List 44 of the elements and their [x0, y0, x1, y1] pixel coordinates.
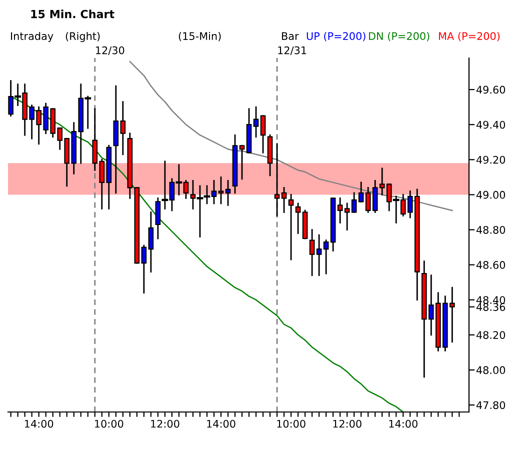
candlestick: [253, 106, 259, 138]
y-tick-label: 48.40: [476, 296, 506, 304]
text: UP (P=200): [306, 32, 366, 42]
candlestick: [225, 180, 231, 206]
text: 12/31: [278, 46, 306, 56]
y-tick-label: 49.40: [476, 120, 506, 129]
candlestick: [337, 198, 343, 224]
candlestick: [239, 144, 245, 180]
text: (15-Min): [178, 32, 221, 42]
x-tick-label: 14:00: [207, 420, 236, 428]
candlestick: [309, 229, 315, 276]
x-tick-label: 10:00: [277, 420, 306, 428]
y-tick-label: 48.00: [476, 366, 506, 374]
y-tick-label: 49.60: [476, 86, 506, 94]
x-tick-label: 10:00: [95, 420, 124, 428]
y-tick-label: 49.20: [476, 156, 506, 164]
text: MA (P=200): [439, 32, 500, 42]
y-tick-label: 48.60: [476, 261, 506, 269]
y-tick-label: 47.80: [476, 401, 506, 410]
candlestick: [281, 186, 287, 213]
y-tick-label: 48.36: [476, 303, 506, 311]
text: (Right): [66, 32, 100, 42]
candlestick: [148, 212, 154, 272]
x-tick-label: 12:00: [151, 420, 180, 428]
candlestick: [288, 194, 294, 260]
text: Intraday: [11, 32, 54, 42]
text: 12/30: [96, 46, 124, 56]
y-tick-label: 48.20: [476, 331, 506, 339]
candlestick: [155, 198, 161, 240]
candlestick: [260, 115, 266, 154]
x-tick-label: 14:00: [389, 420, 418, 428]
candlestick: [295, 202, 301, 234]
chart-title: 15 Min. Chart: [31, 10, 114, 18]
text: DN (P=200): [369, 32, 430, 42]
candlestick: [218, 176, 224, 204]
x-tick-label: 14:00: [24, 420, 54, 428]
candlestick: [141, 244, 147, 294]
y-tick-label: 48.80: [476, 226, 506, 234]
candlestick: [316, 234, 322, 276]
candlestick: [323, 240, 329, 274]
text: Bar: [282, 32, 299, 40]
candlestick: [274, 143, 280, 216]
y-tick-label: 49.00: [476, 190, 506, 199]
x-tick-label: 12:00: [333, 420, 362, 428]
